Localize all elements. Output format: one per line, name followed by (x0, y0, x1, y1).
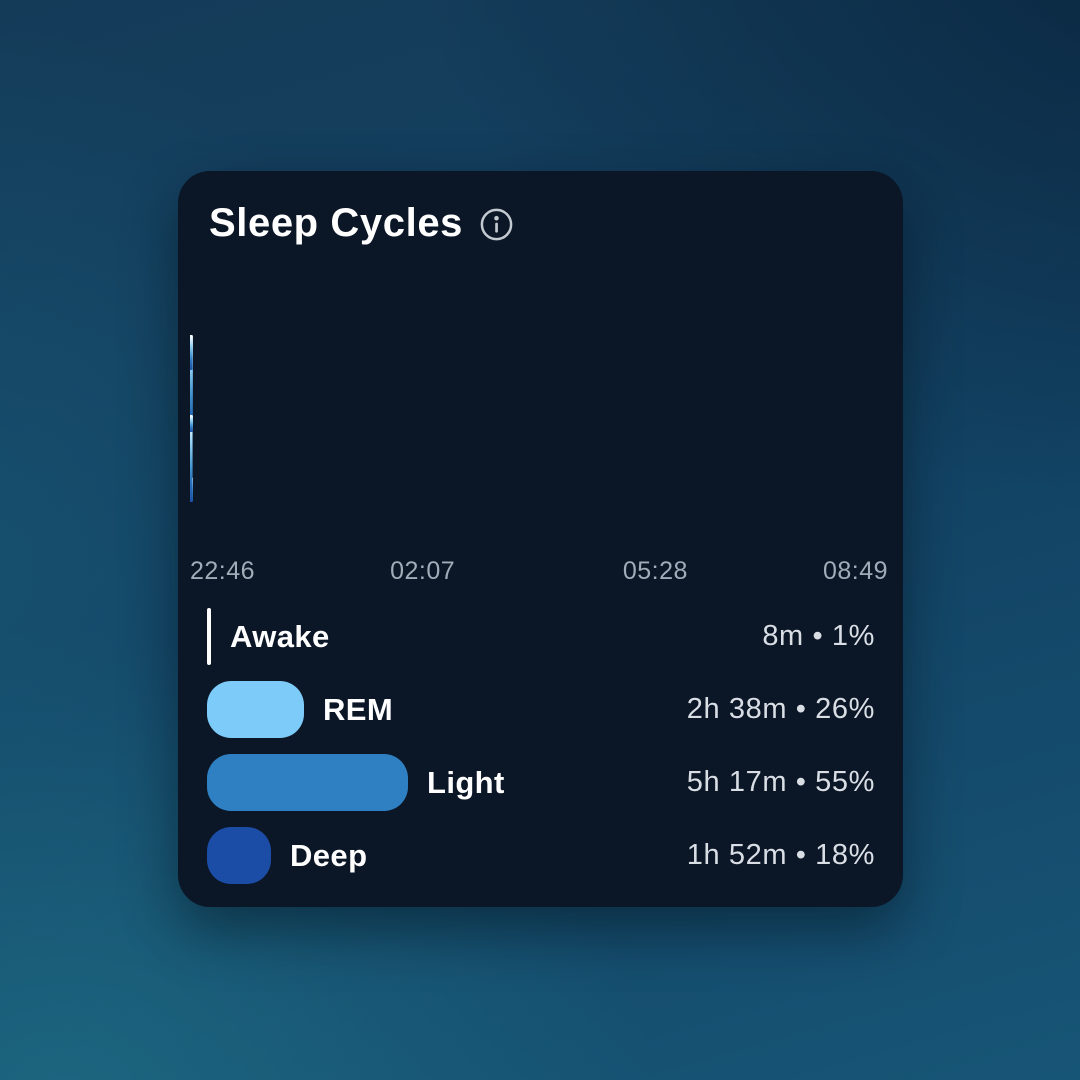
legend-label-awake: Awake (230, 618, 330, 654)
legend-swatch-rem (207, 681, 304, 738)
legend-label-rem: REM (323, 691, 394, 727)
legend-swatch-light (207, 754, 408, 811)
time-axis: 22:46 02:07 05:28 08:49 (190, 557, 888, 587)
legend-value-awake: 8m • 1% (762, 620, 875, 652)
legend-value-deep: 1h 52m • 18% (686, 839, 875, 871)
legend-swatch-deep (207, 827, 271, 884)
legend-label-light: Light (427, 764, 505, 800)
legend-row-deep: Deep 1h 52m • 18% (207, 827, 875, 884)
hypnogram-chart (190, 335, 193, 502)
time-label-3: 05:28 (622, 557, 688, 585)
legend-value-rem: 2h 38m • 26% (686, 693, 875, 725)
legend-row-awake: Awake 8m • 1% (207, 608, 875, 665)
legend-label-deep: Deep (290, 837, 368, 873)
legend-swatch-awake (207, 608, 211, 665)
info-icon[interactable] (480, 208, 513, 241)
time-label-start: 22:46 (190, 557, 256, 585)
legend: Awake 8m • 1% REM 2h 38m • 26% Light 5h … (207, 608, 875, 884)
page-title: Sleep Cycles (209, 201, 464, 245)
legend-value-light: 5h 17m • 55% (686, 766, 875, 798)
card-header: Sleep Cycles (209, 201, 513, 245)
time-label-2: 02:07 (390, 557, 456, 585)
time-label-end: 08:49 (822, 557, 888, 585)
legend-row-rem: REM 2h 38m • 26% (207, 681, 875, 738)
chart-area (190, 285, 888, 553)
legend-row-light: Light 5h 17m • 55% (207, 754, 875, 811)
sleep-cycles-card: Sleep Cycles 22:46 02:07 05:28 08:49 Awa… (178, 171, 903, 907)
